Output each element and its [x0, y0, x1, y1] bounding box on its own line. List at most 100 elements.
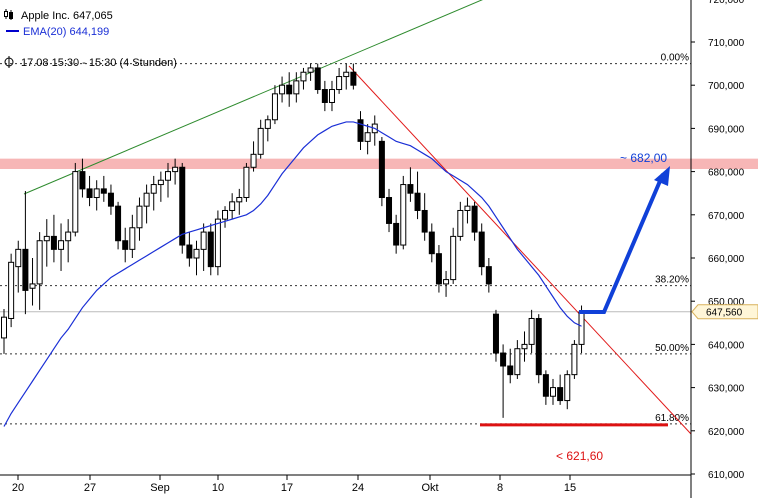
ema-layer	[3, 121, 582, 427]
y-tick-label: 690,000	[708, 124, 745, 135]
y-tick-label: 630,000	[708, 384, 745, 395]
candle-body	[122, 240, 129, 250]
x-tick-label: 27	[84, 482, 96, 494]
candle-body	[279, 84, 286, 95]
candle-body	[500, 352, 507, 367]
trendline-layer	[23, 0, 692, 435]
candle-body	[229, 201, 236, 211]
candle-body	[236, 197, 243, 203]
candle-body	[521, 343, 528, 350]
candle-body	[115, 205, 122, 242]
candle-body	[364, 132, 371, 142]
candle-body	[343, 71, 350, 78]
candle-body	[186, 244, 193, 259]
fibonacci-label: 61.80%	[655, 413, 689, 424]
ema-line	[3, 121, 582, 427]
target-label: < 621,60	[556, 449, 603, 463]
candle-body	[414, 192, 421, 211]
x-tick-label: 24	[352, 482, 364, 494]
candle-body	[222, 209, 229, 220]
candle-body	[65, 231, 72, 242]
candle-body	[328, 89, 335, 103]
candle-body	[79, 171, 86, 190]
candle-body	[250, 153, 257, 168]
candle-body	[200, 231, 207, 250]
x-tick-label: Sep	[150, 482, 170, 494]
candle-body	[400, 184, 407, 246]
fibonacci-label: 0.00%	[661, 53, 689, 64]
candle-body	[22, 248, 29, 291]
candle-body	[129, 227, 136, 250]
current-price-tag	[691, 304, 758, 320]
candle-body	[564, 374, 571, 402]
candle-body	[443, 279, 450, 285]
chart-legend: Apple Inc. 647,065 EMA(20) 644,199 17.08…	[4, 9, 177, 69]
symbol-label: Apple Inc. 647,065	[21, 10, 113, 22]
candle-body	[150, 184, 157, 194]
candle-body	[357, 119, 364, 142]
candle-body	[58, 240, 65, 250]
candle-body	[557, 387, 564, 402]
candle-body	[86, 188, 93, 199]
candle-body	[300, 71, 307, 82]
candle-body	[172, 166, 179, 173]
y-tick-label: 710,000	[708, 38, 745, 49]
candle-body	[478, 231, 485, 268]
y-tick-label: 640,000	[708, 340, 745, 351]
candle-body	[571, 343, 578, 376]
candle-body	[535, 317, 542, 376]
candle-body	[471, 205, 478, 233]
x-tick-label: 10	[212, 482, 224, 494]
candle-body	[257, 127, 264, 155]
candle-body	[93, 188, 100, 199]
candle-body	[542, 374, 549, 397]
candle-body	[393, 222, 400, 246]
y-tick-label: 670,000	[708, 211, 745, 222]
candle-body	[157, 179, 164, 186]
candle-body	[43, 235, 50, 242]
y-tick-label: 700,000	[708, 81, 745, 92]
candle-body	[336, 76, 343, 91]
candle-body	[321, 89, 328, 103]
candle-body	[214, 218, 221, 268]
candle-body	[507, 365, 514, 376]
y-tick-label: 610,000	[708, 470, 745, 481]
candle-body	[264, 119, 271, 129]
support-trendline	[23, 0, 483, 195]
candle-body	[435, 253, 442, 285]
candle-body	[528, 317, 535, 345]
downtrend-line	[348, 65, 692, 435]
candle-body	[450, 235, 457, 281]
candle-body	[378, 140, 385, 199]
candle-body	[464, 205, 471, 211]
candle-body	[485, 266, 492, 285]
candle-body	[207, 231, 214, 268]
candle-body	[428, 231, 435, 255]
fibonacci-grid-layer: 0.00% 38.20% 50.00% 61.80%	[0, 53, 691, 425]
x-tick-label: 8	[497, 482, 503, 494]
candle-body	[514, 348, 521, 376]
fibonacci-label: 50.00%	[655, 343, 689, 354]
period-label: 17.08 15:30 - 15:30 (4 Stunden)	[21, 57, 177, 69]
fibonacci-label: 38.20%	[655, 275, 689, 286]
candle-body	[136, 205, 143, 229]
x-tick-label: Okt	[421, 482, 438, 494]
candle-body	[100, 188, 107, 194]
forecast-arrowhead	[654, 166, 670, 186]
x-tick-label: 20	[12, 482, 24, 494]
candle-body	[15, 248, 22, 268]
candle-body	[179, 166, 186, 246]
crosshair-icon	[4, 56, 14, 68]
candle-body	[293, 80, 300, 95]
annotation-layer: ~ 682,00 < 621,60	[480, 151, 670, 463]
forecast-label: ~ 682,00	[620, 151, 667, 165]
y-tick-label: 680,000	[708, 168, 745, 179]
candle-body	[421, 209, 428, 233]
current-price-label: 647,560	[706, 308, 743, 319]
candle-body	[271, 93, 278, 121]
candle-body	[407, 184, 414, 194]
candle-body	[193, 248, 200, 259]
